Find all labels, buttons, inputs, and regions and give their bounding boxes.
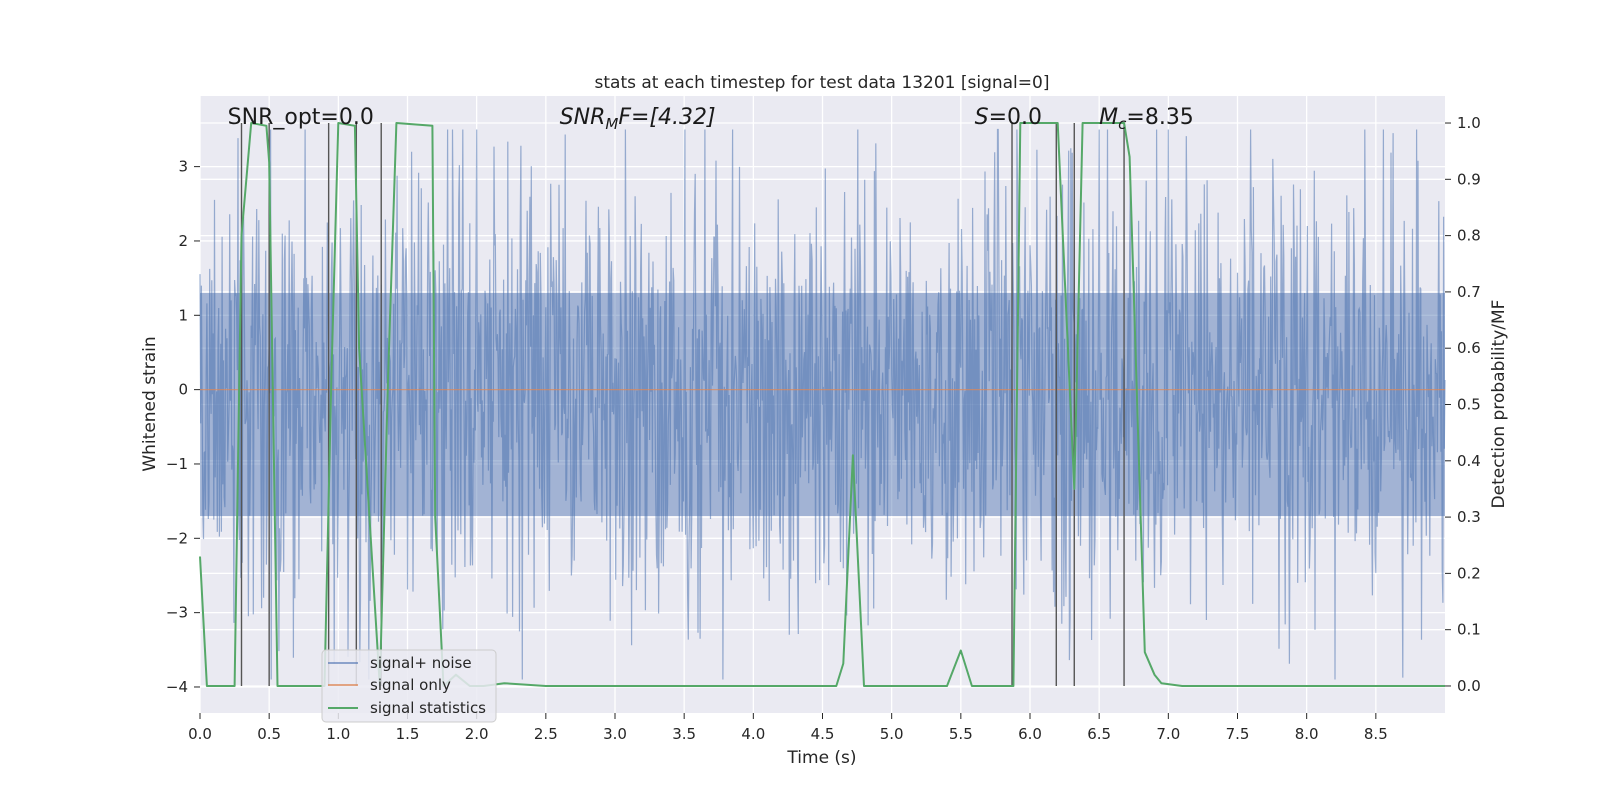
x-tick-label: 4.0 bbox=[741, 725, 765, 743]
x-tick-label: 0.5 bbox=[257, 725, 281, 743]
y2-tick-label: 0.2 bbox=[1457, 564, 1481, 582]
y2-tick-label: 0.9 bbox=[1457, 170, 1481, 188]
annotations: SNR_opt=0.0 SNRMF=[4.32] S=0.0 Mc=8.35 bbox=[228, 105, 1194, 133]
x-axis-label: Time (s) bbox=[786, 748, 856, 768]
y2-tick-label: 0.8 bbox=[1457, 227, 1481, 245]
y2-tick-label: 0.6 bbox=[1457, 339, 1481, 357]
legend-label-signal-only: signal only bbox=[370, 676, 451, 694]
x-tick-label: 4.5 bbox=[811, 725, 835, 743]
y2-tick-label: 1.0 bbox=[1457, 114, 1481, 132]
y2-tick-label: 0.0 bbox=[1457, 677, 1481, 695]
x-tick-label: 6.0 bbox=[1018, 725, 1042, 743]
legend-box bbox=[321, 649, 497, 723]
y2-tick-label: 0.4 bbox=[1457, 452, 1481, 470]
x-tick-label: 7.5 bbox=[1226, 725, 1250, 743]
x-tick-label: 7.0 bbox=[1156, 725, 1180, 743]
x-tick-label: 3.0 bbox=[603, 725, 627, 743]
y-axis-label: Whitened strain bbox=[140, 336, 160, 471]
x-tick-label: 5.5 bbox=[949, 725, 973, 743]
x-tick-label: 1.5 bbox=[396, 725, 420, 743]
y-tick-label: 0 bbox=[178, 381, 188, 399]
annotation-label: S=0.0 bbox=[975, 105, 1042, 130]
chart-title: stats at each timestep for test data 132… bbox=[595, 73, 1050, 93]
series-signal-noise bbox=[199, 128, 1446, 680]
y2-tick-label: 0.5 bbox=[1457, 396, 1481, 414]
legend-label-signal-statistics: signal statistics bbox=[370, 699, 486, 717]
y-tick-label: 1 bbox=[178, 306, 188, 324]
x-tick-label: 1.0 bbox=[326, 725, 350, 743]
legend: signal+ noise signal only signal statist… bbox=[321, 649, 497, 723]
y2-ticks: 1.0 0.9 0.8 0.7 0.6 0.5 0.4 0.3 0.2 0.1 0.0 bbox=[1445, 114, 1481, 695]
y2-tick-label: 0.3 bbox=[1457, 508, 1481, 526]
y-ticks: 3 2 1 0 −1 −2 −3 −4 bbox=[166, 158, 200, 696]
noise-core-band bbox=[200, 292, 1445, 517]
y2-tick-label: 0.1 bbox=[1457, 621, 1481, 639]
x-tick-label: 2.5 bbox=[534, 725, 558, 743]
legend-label-signal-noise: signal+ noise bbox=[370, 654, 472, 672]
annotation-label: SNR_opt=0.0 bbox=[228, 105, 374, 130]
x-tick-label: 2.0 bbox=[465, 725, 489, 743]
annotation-label: SNRMF=[4.32] bbox=[560, 105, 716, 133]
x-tick-label: 3.5 bbox=[672, 725, 696, 743]
x-tick-label: 8.5 bbox=[1364, 725, 1388, 743]
x-tick-label: 8.0 bbox=[1295, 725, 1319, 743]
y-tick-label: −3 bbox=[166, 604, 188, 622]
x-ticks: 0.0 0.5 1.0 1.5 2.0 2.5 3.0 3.5 4.0 4.5 5.0 5.5 6.0 6… bbox=[188, 713, 1388, 743]
y-tick-label: −1 bbox=[166, 455, 188, 473]
y-tick-label: −2 bbox=[166, 529, 188, 547]
y-tick-label: −4 bbox=[166, 678, 188, 696]
x-tick-label: 6.5 bbox=[1087, 725, 1111, 743]
annotation-label: Mc=8.35 bbox=[1099, 105, 1194, 133]
noise-trace bbox=[199, 128, 1446, 680]
y-tick-label: 3 bbox=[178, 158, 188, 176]
x-tick-label: 5.0 bbox=[880, 725, 904, 743]
x-tick-label: 0.0 bbox=[188, 725, 212, 743]
y2-axis-label: Detection probability/MF bbox=[1489, 300, 1509, 509]
y2-tick-label: 0.7 bbox=[1457, 283, 1481, 301]
y-tick-label: 2 bbox=[178, 232, 188, 250]
